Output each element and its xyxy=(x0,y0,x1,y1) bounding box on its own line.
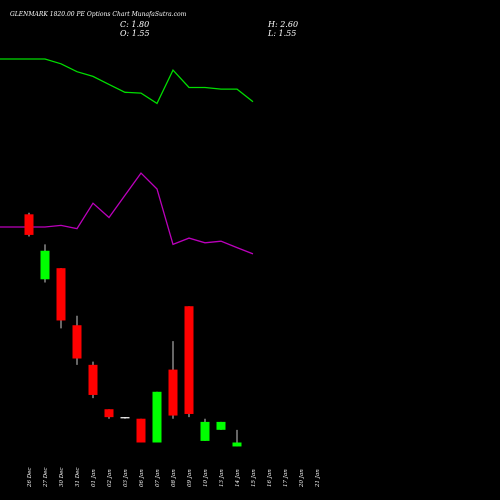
candle-body xyxy=(72,325,82,359)
x-tick-label: 31 Dec xyxy=(75,468,81,488)
candle-body xyxy=(152,391,162,443)
candle-02-jan xyxy=(104,409,114,419)
candle-31-dec xyxy=(72,315,82,365)
x-axis-ticks: 26 Dec 27 Dec 30 Dec 31 Dec 01 Jan 02 Jan 03 J… xyxy=(27,468,321,489)
x-tick-label: 30 Dec xyxy=(59,468,65,488)
x-tick-label: 20 Jan xyxy=(299,469,305,488)
high-value: H: 2.60 xyxy=(267,20,298,29)
candle-09-jan xyxy=(184,306,194,418)
x-tick-label: 03 Jan xyxy=(123,469,129,487)
candle-body xyxy=(216,421,226,430)
x-tick-label: 27 Dec xyxy=(43,468,49,489)
x-tick-label: 14 Jan xyxy=(235,469,241,487)
candle-body xyxy=(120,417,130,419)
candle-body xyxy=(168,369,178,416)
candle-body xyxy=(56,268,66,321)
candle-01-jan xyxy=(88,361,98,399)
x-tick-label: 07 Jan xyxy=(155,469,161,487)
candle-body xyxy=(40,250,50,280)
candle-03-jan xyxy=(120,417,130,419)
x-tick-label: 06 Jan xyxy=(139,469,145,487)
candle-07-jan xyxy=(152,391,162,443)
candle-08-jan xyxy=(168,341,178,419)
x-tick-label: 08 Jan xyxy=(171,469,177,487)
purple-indicator-line xyxy=(0,172,254,255)
close-value: C: 1.80 xyxy=(120,20,149,29)
x-tick-label: 17 Jan xyxy=(283,469,289,487)
green-indicator-line xyxy=(0,58,254,105)
candle-body xyxy=(184,306,194,414)
candle-body xyxy=(232,442,242,447)
x-tick-label: 21 Jan xyxy=(315,469,321,488)
candle-13-jan xyxy=(216,421,226,430)
candle-body xyxy=(200,421,210,441)
candle-06-jan xyxy=(136,418,146,443)
open-value: O: 1.55 xyxy=(120,29,150,38)
candle-body xyxy=(24,214,34,235)
candle-26-dec xyxy=(24,212,34,237)
x-tick-label: 13 Jan xyxy=(219,469,225,487)
candle-30-dec xyxy=(56,268,66,329)
x-tick-label: 02 Jan xyxy=(107,469,113,487)
candle-10-jan xyxy=(200,418,210,441)
x-tick-label: 26 Dec xyxy=(27,468,33,489)
candles xyxy=(24,212,242,447)
candle-body xyxy=(88,364,98,395)
x-tick-label: 01 Jan xyxy=(91,469,97,487)
candle-14-jan xyxy=(232,429,242,447)
indicator-lines xyxy=(0,58,254,255)
x-tick-label: 15 Jan xyxy=(251,469,257,487)
chart-title: GLENMARK 1820.00 PE Options Chart Munafa… xyxy=(10,11,187,18)
candle-27-dec xyxy=(40,244,50,283)
x-tick-label: 09 Jan xyxy=(187,469,193,487)
x-tick-label: 10 Jan xyxy=(203,469,209,487)
candle-body xyxy=(136,418,146,443)
candle-body xyxy=(104,409,114,418)
x-tick-label: 16 Jan xyxy=(267,469,273,487)
low-value: L: 1.55 xyxy=(267,29,296,38)
